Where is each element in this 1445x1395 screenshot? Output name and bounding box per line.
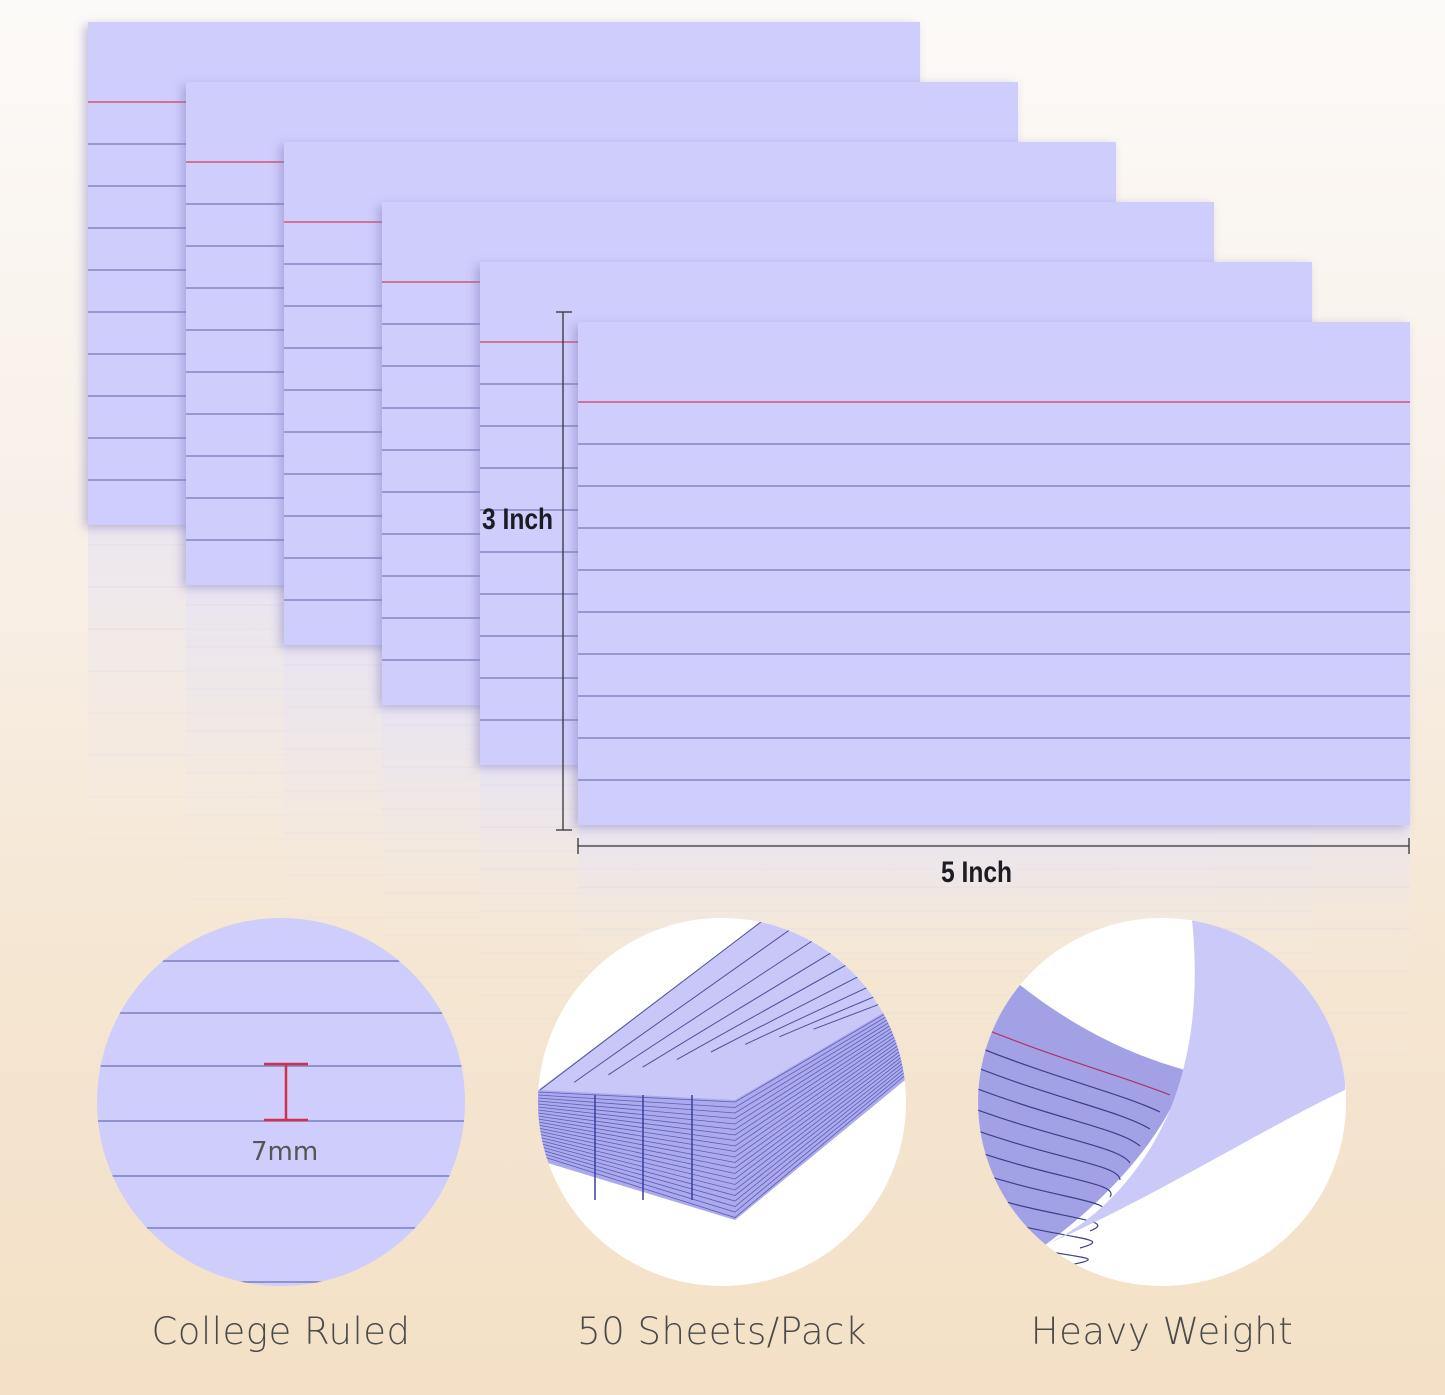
college-ruled-circle	[97, 918, 465, 1286]
width-label: 5 Inch	[941, 856, 1013, 889]
feature-label-college-ruled: College Ruled	[151, 1310, 411, 1353]
spacing-marker-icon	[264, 1062, 308, 1122]
page-curl-circle	[978, 918, 1346, 1286]
dimension-lines	[556, 311, 1410, 854]
sheet-stack-circle	[538, 918, 906, 1286]
index-card-stack	[88, 22, 1410, 825]
index-card	[578, 322, 1410, 825]
feature-label-heavy-weight: Heavy Weight	[1030, 1310, 1294, 1353]
feature-label-sheets-per-pack: 50 Sheets/Pack	[577, 1310, 867, 1353]
line-spacing-label: 7mm	[251, 1137, 319, 1167]
height-label: 3 Inch	[482, 503, 554, 536]
